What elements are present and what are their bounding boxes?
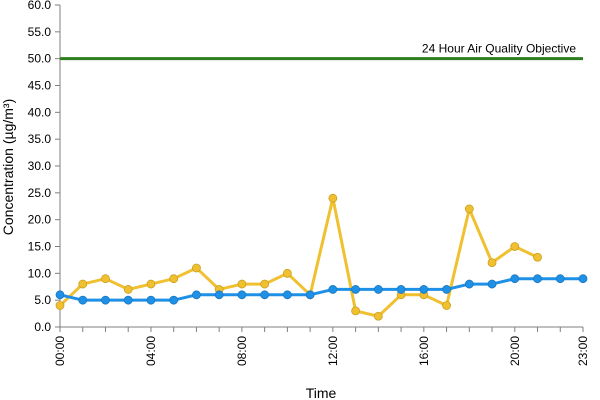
data-point [464, 279, 474, 289]
y-tick-label: 60.0 [28, 0, 52, 12]
data-point [282, 290, 292, 300]
data-point [192, 263, 201, 273]
data-point [78, 295, 88, 305]
x-tick-label: 12:00 [326, 336, 340, 366]
y-tick-label: 35.0 [28, 132, 52, 146]
data-point [169, 274, 179, 284]
x-tick-label: 04:00 [144, 336, 158, 366]
data-point [442, 285, 451, 294]
data-point [55, 301, 65, 310]
data-point [237, 290, 247, 300]
y-axis-title: Concentration (µg/m³) [0, 99, 16, 235]
y-tick-label: 5.0 [34, 293, 51, 307]
x-axis-title: Time [306, 385, 337, 400]
data-point [123, 285, 133, 294]
data-point [487, 258, 497, 268]
x-tick-label: 16:00 [417, 336, 431, 366]
data-point [510, 274, 520, 284]
data-point [351, 306, 361, 316]
data-point [533, 274, 542, 284]
x-tick-label: 20:00 [508, 336, 522, 366]
data-point [510, 242, 520, 251]
data-point [214, 290, 224, 300]
x-tick-label: 08:00 [235, 336, 249, 366]
x-axis-ticks: 00:00 04:00 08:00 12:00 16:00 20:00 23:00 [53, 327, 590, 366]
data-point [555, 274, 565, 284]
data-point [373, 311, 383, 321]
data-point [328, 193, 338, 203]
data-point [237, 279, 247, 289]
data-point [487, 279, 497, 289]
data-point [373, 285, 383, 294]
data-point [101, 274, 110, 284]
series-layer [55, 193, 588, 321]
data-point [578, 274, 588, 284]
y-tick-label: 0.0 [34, 320, 51, 334]
data-point [282, 268, 292, 278]
y-tick-label: 30.0 [28, 159, 52, 173]
y-tick-label: 50.0 [28, 52, 52, 66]
data-point [101, 295, 110, 305]
y-tick-label: 45.0 [28, 79, 52, 93]
data-point [260, 290, 270, 300]
series-1 [55, 274, 588, 305]
data-point [55, 290, 65, 300]
data-point [146, 279, 156, 289]
x-tick-label: 23:00 [576, 336, 590, 366]
data-point [169, 295, 179, 305]
y-tick-label: 40.0 [28, 105, 52, 119]
data-point [442, 301, 451, 310]
x-tick-label: 00:00 [53, 336, 67, 366]
data-point [146, 295, 156, 305]
data-point [351, 285, 361, 294]
data-point [464, 204, 474, 214]
y-tick-label: 25.0 [28, 186, 52, 200]
data-point [419, 285, 429, 294]
data-point [78, 279, 88, 289]
y-tick-label: 20.0 [28, 213, 52, 227]
reference-line-group: 24 Hour Air Quality Objective [60, 42, 583, 61]
data-point [305, 290, 315, 300]
series-line [58, 196, 539, 318]
y-tick-label: 10.0 [28, 266, 52, 280]
air-quality-objective-label: 24 Hour Air Quality Objective [422, 42, 576, 56]
data-point [260, 279, 270, 289]
series-line [59, 277, 583, 302]
data-point [192, 290, 201, 300]
data-point [533, 252, 542, 262]
y-axis-ticks: 0.0 5.0 10.0 15.0 20.0 25.0 30.0 35.0 40.0 45.0 50… [28, 0, 60, 334]
y-tick-label: 15.0 [28, 240, 52, 254]
data-point [396, 285, 406, 294]
data-point [328, 285, 338, 294]
y-tick-label: 55.0 [28, 25, 52, 39]
data-point [123, 295, 133, 305]
